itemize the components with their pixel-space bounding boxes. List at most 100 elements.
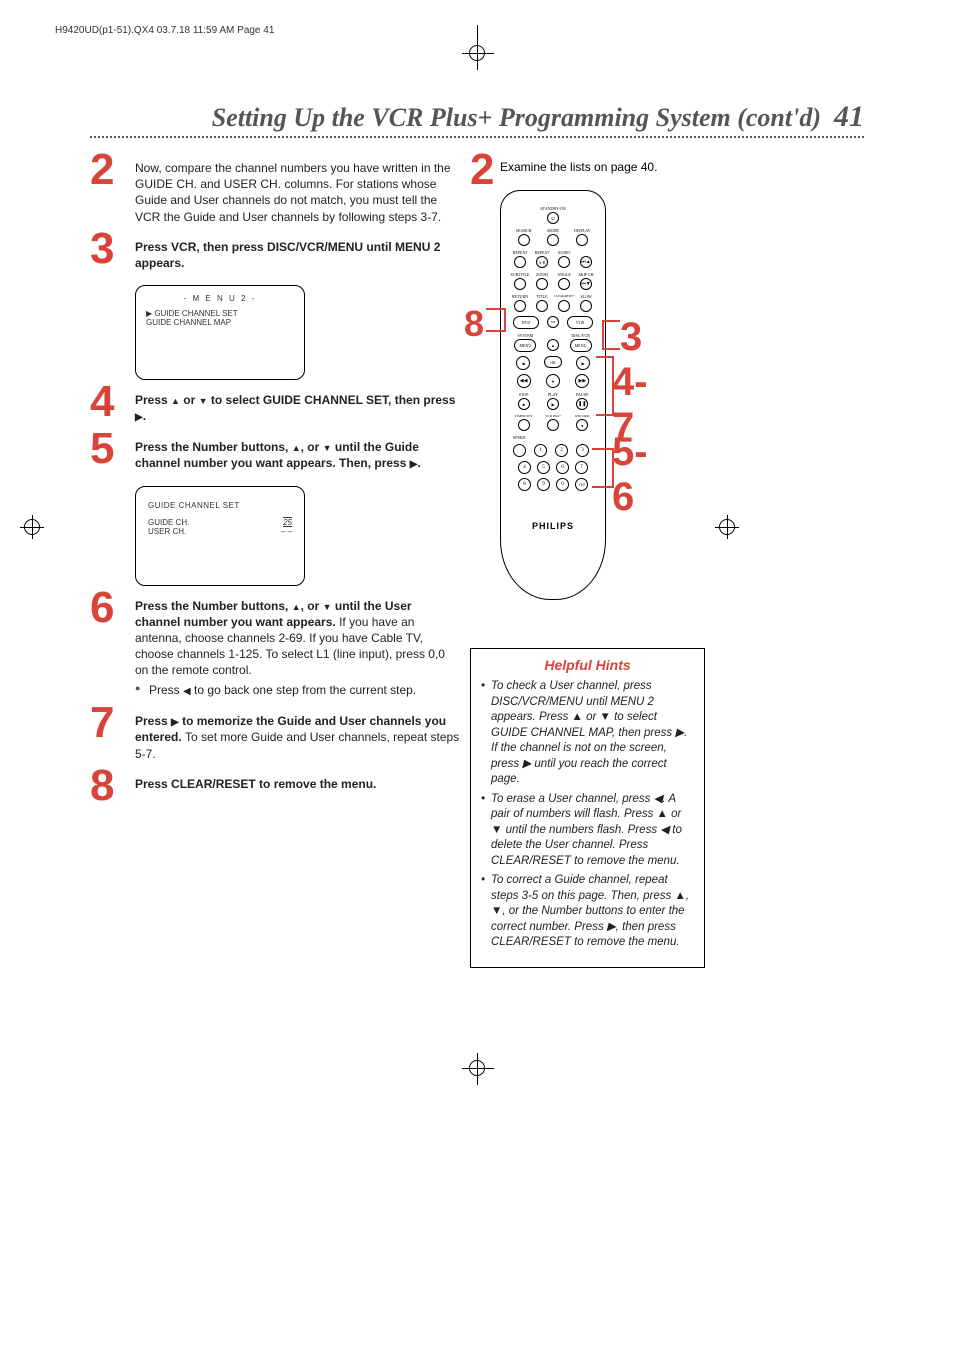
step-3: 3 Press VCR, then press DISC/VCR/MENU un… [90,239,460,271]
angle-label: ANGLE [554,272,574,277]
angle-button [558,278,570,290]
play-label: PLAY [543,392,563,397]
dpad-down-button: ▼ [546,374,560,388]
step-5-bold: Press the Number buttons, ▲, or ▼ until … [135,440,421,470]
audio-button [558,256,570,268]
clear-label: CLEAR/RESET [554,294,574,299]
dpad-left-button: ◀ [516,356,530,370]
gc-label1: GUIDE CH. [148,518,189,527]
crop-mark-top [462,45,492,75]
num-plus10: +10 [575,478,588,491]
skip-ch-label: SKIP CH [576,272,596,277]
search-button [518,234,530,246]
reg-mark-left [20,515,44,539]
step-4-num: 4 [90,380,114,424]
step-6-bullet: Press ◀ to go back one step from the cur… [135,682,460,699]
menu-right-button: MENU [570,339,592,352]
zoom-label: ZOOM [532,272,552,277]
title-text: Setting Up the VCR Plus+ Programming Sys… [212,103,821,132]
callout-56-box [612,448,614,487]
gc-title: GUIDE CHANNEL SET [148,501,292,510]
left-column: 2 Now, compare the channel numbers you h… [90,160,460,806]
remote-diagram: STANDBY-ON ⏻ SEARCH MODE DISPLAY REPEAT … [500,190,620,600]
helpful-hints: Helpful Hints To check a User channel, p… [470,648,705,968]
step-3-bold: Press VCR, then press DISC/VCR/MENU unti… [135,240,440,270]
callout-3-line [602,320,620,322]
step-5-num: 5 [90,427,114,471]
num-4: 4 [518,461,531,474]
play-button: ▶ [547,398,559,410]
timer-label: TIMER SET [514,414,534,418]
vcr-button: VCR [567,316,593,329]
brand-logo: PHILIPS [509,521,597,531]
top-button: TOP [547,316,559,328]
subtitle-button [514,278,526,290]
callout-56-line [592,448,614,450]
step-8-num: 8 [90,764,114,808]
right-step-2-text: Examine the lists on page 40. [500,160,657,174]
title-button [536,300,548,312]
slow-button [580,300,592,312]
step-6-num: 6 [90,586,114,630]
standby-label: STANDBY-ON [540,206,565,211]
num-2: 2 [555,444,568,457]
step-5: 5 Press the Number buttons, ▲, or ▼ unti… [90,439,460,472]
clear-button [558,300,570,312]
gc-val1: 25 [283,518,292,527]
step-8: 8 Press CLEAR/RESET to remove the menu. [90,776,460,792]
callout-56: 5-6 [612,430,648,520]
right-step-2: 2 Examine the lists on page 40. [470,160,730,174]
stop-label: STOP [514,392,534,397]
ab-button: A-B [536,256,548,268]
title-label: TITLE [532,294,552,299]
dpad-right-button: ▶ [576,356,590,370]
page-number: 41 [834,100,864,133]
num-7: 7 [575,461,588,474]
repeat2-label: REPEAT [532,250,552,255]
num-3: 3 [576,444,589,457]
menu2-line2: GUIDE CHANNEL MAP [146,318,294,327]
display-button [576,234,588,246]
menu-left-button: MENU [514,339,536,352]
rew-button: ◀◀ [517,374,531,388]
num-5: 5 [537,461,550,474]
right-step-2-num: 2 [470,148,494,192]
callout-8: 8 [464,303,484,345]
callout-8-line [486,308,506,310]
speed-label: SPEED [513,435,525,440]
step-4-bold: Press ▲ or ▼ to select GUIDE CHANNEL SET… [135,393,455,423]
stop-button: ■ [518,398,530,410]
pause-label: PAUSE [572,392,592,397]
callout-3-line2 [602,348,620,350]
slow-label: SLOW [576,294,596,299]
num-9: 9 [537,478,550,491]
search-label: SEARCH [514,228,534,233]
step-2-num: 2 [90,148,114,192]
num-0: 0 [556,478,569,491]
callout-56-line2 [592,486,614,488]
gc-label2: USER CH. [148,527,186,536]
system-label: SYSTEM [510,333,540,338]
step-8-bold: Press CLEAR/RESET to remove the menu. [135,777,376,791]
guide-channel-screen: GUIDE CHANNEL SET GUIDE CH. 25 USER CH. … [135,486,305,586]
step-7: 7 Press ▶ to memorize the Guide and User… [90,713,460,762]
number-pad: 1 2 3 4 5 6 7 8 9 0 +10 [509,444,597,491]
num-8: 8 [518,478,531,491]
skip-down-button: ⏮▼ [580,278,592,290]
page-title: Setting Up the VCR Plus+ Programming Sys… [90,100,864,138]
callout-47-box [612,356,614,415]
blank-label [576,250,596,255]
print-tag: H9420UD(p1-51).QX4 03.7.18 11:59 AM Page… [55,25,274,36]
menu2-screen: - M E N U 2 - ▶ GUIDE CHANNEL SET GUIDE … [135,285,305,380]
num-1: 1 [534,444,547,457]
record-label: RECORD [572,414,592,418]
timer-button [518,419,530,431]
callout-3: 3 [620,315,642,360]
menu2-line1: ▶ GUIDE CHANNEL SET [146,309,294,318]
standby-button: ⏻ [547,212,559,224]
skip-up-button: ⏭▲ [580,256,592,268]
ok-button: OK [544,356,562,368]
callout-8-line2 [486,330,506,332]
return-label: RETURN [510,294,530,299]
hints-title: Helpful Hints [481,657,694,673]
